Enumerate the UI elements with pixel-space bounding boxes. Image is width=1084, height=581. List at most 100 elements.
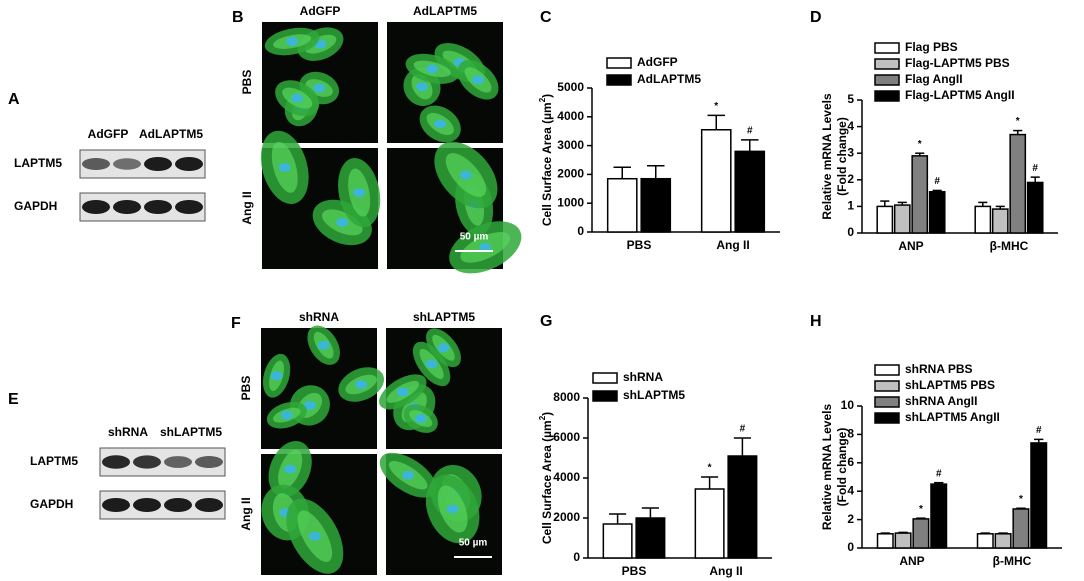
legend-label: shLAPTM5 AngII: [905, 410, 1000, 424]
significance-marker: *: [708, 463, 712, 474]
y-tick-label: 6: [847, 455, 854, 469]
y-tick-label: 4: [847, 119, 854, 133]
nucleus: [446, 504, 459, 514]
y-tick-label: 0: [847, 540, 854, 554]
y-axis-label: (Fold change): [835, 428, 849, 507]
y-tick-label: 0: [847, 225, 854, 239]
column-label: shLAPTM5: [413, 310, 475, 324]
nucleus: [270, 371, 283, 381]
blot-band: [82, 158, 110, 170]
y-tick-label: 10: [841, 398, 855, 412]
bar: [928, 191, 946, 234]
bar: [602, 523, 633, 559]
y-tick-label: 4000: [557, 109, 584, 123]
legend-swatch: [874, 396, 900, 408]
y-axis-label-text: Cell Surface Area (µm: [540, 102, 554, 226]
nucleus: [426, 64, 439, 74]
legend-swatch: [606, 57, 632, 69]
nucleus: [414, 414, 427, 424]
nucleus: [286, 37, 299, 47]
legend-label: shRNA PBS: [905, 362, 973, 376]
y-tick-label: 0: [573, 550, 580, 564]
legend-label: Flag PBS: [905, 40, 958, 54]
panel-letter: F: [231, 315, 241, 332]
lane-label: AdGFP: [88, 127, 129, 141]
x-tick-label: ANP: [898, 239, 923, 253]
nucleus: [425, 359, 438, 369]
panel-letter: E: [8, 391, 19, 408]
nucleus: [308, 531, 321, 541]
micrograph: [261, 325, 385, 449]
error-bar: [934, 481, 944, 485]
lane-label: shLAPTM5: [160, 425, 222, 439]
bar: [994, 533, 1012, 549]
nucleus: [402, 470, 415, 480]
nucleus: [437, 343, 450, 353]
blot-band: [175, 200, 203, 214]
significance-marker: #: [1032, 163, 1038, 174]
blot-band: [113, 200, 141, 214]
nucleus: [434, 119, 447, 129]
y-tick-label: 2: [847, 172, 854, 186]
micrograph: [387, 22, 503, 143]
nucleus: [472, 75, 485, 85]
error-bar: [998, 532, 1008, 534]
legend-label: Flag-LAPTM5 PBS: [905, 56, 1010, 70]
nucleus: [291, 93, 304, 103]
error-bar: [897, 201, 907, 206]
blot-band: [195, 498, 223, 512]
y-tick-label: 1: [847, 199, 854, 213]
blot-band: [175, 157, 203, 171]
blot-band: [102, 498, 130, 512]
y-tick-label: 0: [577, 224, 584, 238]
legend-swatch: [874, 364, 900, 376]
legend-label: shRNA AngII: [905, 394, 977, 408]
row-label: LAPTM5: [14, 156, 62, 170]
nucleus: [336, 217, 349, 227]
blot-band: [133, 498, 161, 512]
error-bar: [641, 507, 659, 518]
legend-swatch: [874, 42, 900, 54]
blot-band: [102, 455, 130, 469]
legend-swatch: [874, 380, 900, 392]
error-bar: [1034, 438, 1044, 443]
bar: [876, 205, 894, 234]
row-label: GAPDH: [30, 497, 73, 511]
y-tick-label: 2000: [553, 510, 580, 524]
y-tick-label: 3: [847, 145, 854, 159]
nucleus: [313, 83, 326, 93]
x-tick-label: PBS: [627, 238, 652, 252]
blot-band: [195, 456, 223, 468]
micrograph: [261, 441, 377, 575]
bar: [893, 204, 911, 234]
error-bar: [915, 152, 925, 156]
x-tick-label: Ang II: [716, 238, 749, 252]
y-axis-label-tail: ): [540, 94, 554, 98]
bar: [694, 488, 725, 559]
micrograph: [379, 452, 502, 575]
row-label: PBS: [240, 70, 254, 95]
legend-swatch: [874, 58, 900, 70]
bar: [991, 208, 1009, 234]
x-tick-label: ANP: [899, 554, 924, 568]
error-bar: [609, 513, 627, 524]
legend-swatch: [874, 74, 900, 86]
bar: [912, 518, 930, 549]
x-tick-label: β-MHC: [993, 554, 1032, 568]
blot-band: [133, 455, 161, 469]
error-bar: [898, 531, 908, 534]
x-tick-label: PBS: [622, 564, 647, 578]
bar: [974, 205, 992, 234]
significance-marker: *: [1019, 494, 1023, 505]
legend-swatch: [592, 372, 618, 384]
blot-band: [164, 498, 192, 512]
column-label: shRNA: [299, 310, 339, 324]
y-tick-label: 1000: [557, 195, 584, 209]
bar: [1012, 508, 1030, 549]
nucleus: [459, 170, 472, 180]
nucleus: [396, 387, 409, 397]
nucleus: [303, 400, 316, 410]
legend-swatch: [606, 74, 632, 86]
